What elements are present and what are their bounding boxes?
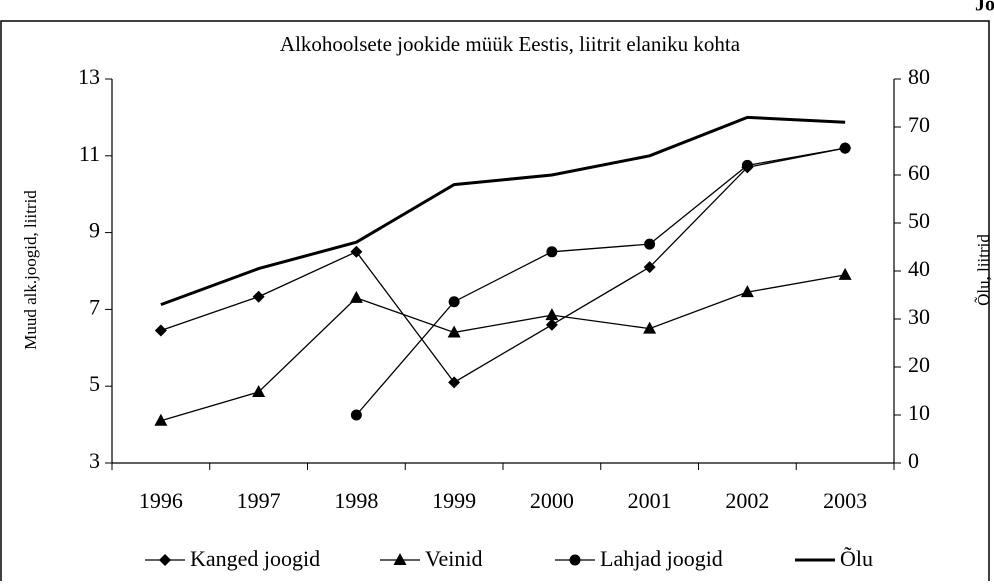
series-line — [355, 147, 846, 416]
chart-title: Alkohoolsete jookide müük Eestis, liitri… — [280, 32, 741, 56]
y2-tick-label: 20 — [908, 352, 930, 377]
series-line — [160, 115, 846, 307]
legend-label: Õlu — [840, 546, 873, 571]
series-line — [160, 274, 846, 422]
y2-tick-label: 70 — [908, 112, 930, 137]
y2-tick-label: 10 — [908, 400, 930, 425]
x-tick-label: 2003 — [823, 488, 867, 513]
data-point — [740, 285, 754, 298]
y2-tick-label: 40 — [908, 256, 930, 281]
y2-tick-label: 30 — [908, 304, 930, 329]
data-point — [643, 261, 656, 274]
x-tick-label: 1999 — [432, 488, 476, 513]
data-point — [545, 318, 558, 331]
chart-frame — [0, 20, 990, 586]
y-tick-label: 7 — [89, 294, 100, 319]
x-tick-label: 1997 — [237, 488, 281, 513]
y2-tick-label: 80 — [908, 64, 930, 89]
y2-tick-label: 0 — [908, 448, 919, 473]
corner-text: Jo — [975, 0, 994, 16]
data-point — [350, 245, 363, 258]
x-tick-label: 1998 — [334, 488, 378, 513]
data-point — [838, 267, 852, 280]
series-line — [160, 147, 846, 384]
data-point — [154, 413, 168, 426]
x-tick-label: 2002 — [725, 488, 769, 513]
x-tick-label: 2000 — [530, 488, 574, 513]
data-point — [349, 290, 363, 303]
data-point — [252, 384, 266, 397]
y-tick-label: 5 — [89, 371, 100, 396]
data-point — [252, 290, 265, 303]
y2-tick-label: 50 — [908, 208, 930, 233]
y-tick-label: 3 — [89, 448, 100, 473]
data-point — [643, 321, 657, 334]
data-point — [154, 324, 167, 337]
y-tick-label: 11 — [79, 141, 100, 166]
data-point — [644, 238, 656, 250]
data-point — [545, 308, 559, 321]
legend-label: Veinid — [425, 546, 482, 571]
legend-marker — [393, 553, 407, 565]
y2-tick-label: 60 — [908, 160, 930, 185]
x-tick-label: 1996 — [139, 488, 183, 513]
data-point — [448, 376, 461, 389]
y2-axis-title: Õlu, liitrid — [974, 234, 993, 306]
legend-marker — [159, 554, 171, 566]
legend-label: Kanged joogid — [190, 546, 320, 571]
x-tick-label: 2001 — [628, 488, 672, 513]
data-point — [839, 142, 851, 154]
y-tick-label: 9 — [89, 218, 100, 243]
data-point — [350, 409, 362, 421]
data-point — [448, 296, 460, 308]
y-axis-title: Muud alk.joogid, liitrid — [21, 190, 40, 350]
data-point — [447, 325, 461, 338]
legend-label: Lahjad joogid — [600, 546, 723, 571]
y-tick-label: 13 — [78, 64, 100, 89]
legend-marker — [569, 554, 581, 566]
data-point — [741, 159, 753, 171]
data-point — [546, 246, 558, 258]
